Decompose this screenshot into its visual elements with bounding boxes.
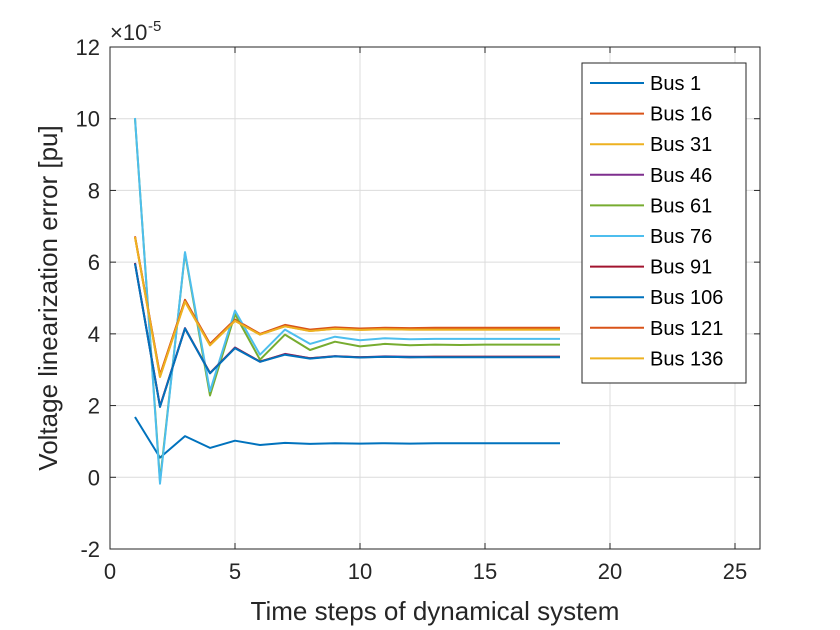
y-axis-label: Voltage linearization error [pu] [33, 125, 63, 470]
legend-label: Bus 61 [650, 195, 712, 217]
x-tick-label: 25 [723, 559, 747, 584]
y-exponent: ×10 -5 [110, 18, 161, 45]
x-axis-label: Time steps of dynamical system [251, 596, 620, 626]
y-exponent-base: ×10 [110, 20, 147, 45]
y-tick-label: 2 [88, 394, 100, 419]
y-tick-label: 4 [88, 322, 100, 347]
series-line-10 [134, 236, 560, 378]
y-exponent-power: -5 [148, 18, 161, 35]
x-tick-label: 15 [473, 559, 497, 584]
x-tick-label: 5 [229, 559, 241, 584]
legend-label: Bus 136 [650, 348, 723, 370]
x-tick-label: 0 [104, 559, 116, 584]
legend-label: Bus 106 [650, 287, 723, 309]
legend-label: Bus 1 [650, 73, 701, 95]
y-tick-label: 12 [76, 35, 100, 60]
legend-label: Bus 121 [650, 318, 723, 340]
y-tick-label: 10 [76, 107, 100, 132]
legend-box [581, 62, 747, 384]
series-line-8 [134, 263, 560, 408]
y-tick-label: 8 [88, 178, 100, 203]
legend-label: Bus 91 [650, 257, 712, 279]
y-tick-label: 0 [88, 465, 100, 490]
legend-label: Bus 46 [650, 165, 712, 187]
plot-frame [109, 46, 761, 550]
x-tick-label: 20 [598, 559, 622, 584]
y-tick-label: -2 [80, 537, 100, 562]
series-line-1 [134, 416, 560, 459]
legend-label: Bus 76 [650, 226, 712, 248]
series-lines [134, 117, 560, 485]
x-tick-label: 10 [348, 559, 372, 584]
y-tick-label: 6 [88, 250, 100, 275]
series-line-6 [134, 117, 560, 485]
legend-label: Bus 31 [650, 134, 712, 156]
legend-label: Bus 16 [650, 104, 712, 126]
legend: Bus 1 Bus 16 Bus 31 Bus 46 Bus 61 Bus 76 Bus 9… [581, 62, 747, 384]
